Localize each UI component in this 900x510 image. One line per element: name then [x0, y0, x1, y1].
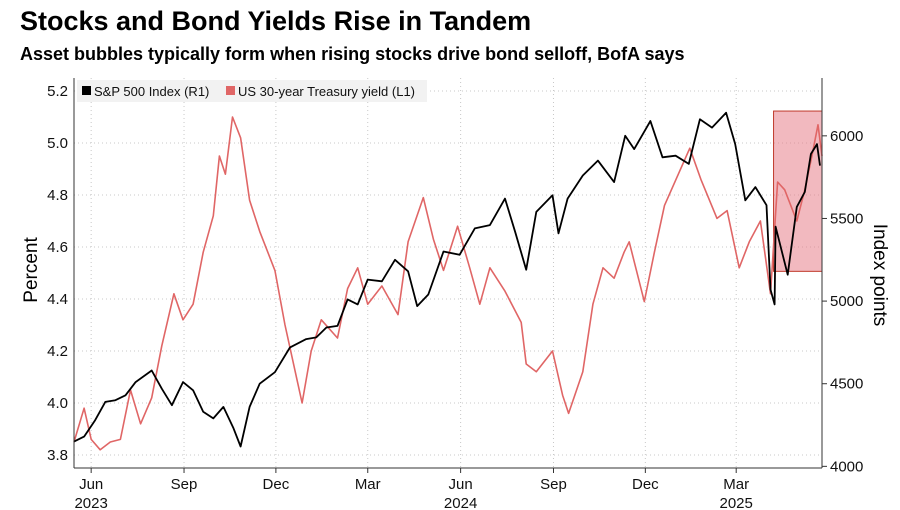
x-tick-label: Jun — [79, 476, 103, 493]
left-tick-label: 4.8 — [47, 187, 68, 204]
highlight-region — [773, 110, 823, 272]
series-lines — [73, 111, 823, 451]
right-tick-label: 5000 — [830, 293, 863, 310]
right-tick-label: 4500 — [830, 376, 863, 393]
x-year-label: 2023 — [74, 495, 107, 510]
highlight-rect — [773, 110, 823, 272]
x-tick-label: Dec — [632, 476, 659, 493]
legend-label-treasury: US 30-year Treasury yield (L1) — [238, 84, 415, 99]
left-tick-label: 4.2 — [47, 343, 68, 360]
legend: S&P 500 Index (R1) US 30-year Treasury y… — [77, 80, 427, 102]
left-axis-title: Percent — [21, 237, 42, 303]
left-tick-label: 5.0 — [47, 135, 68, 152]
x-year-label: 2025 — [720, 495, 753, 510]
legend-background — [77, 80, 427, 102]
chart-title: Stocks and Bond Yields Rise in Tandem — [20, 6, 532, 36]
gridlines — [74, 78, 822, 468]
legend-swatch-treasury — [226, 86, 235, 95]
right-tick-label: 6000 — [830, 128, 863, 145]
left-tick-label: 4.6 — [47, 239, 68, 256]
left-tick-label: 4.0 — [47, 395, 68, 412]
x-tick-label: Sep — [171, 476, 198, 493]
series-line-sp500 — [73, 111, 821, 448]
series-line-treasury — [73, 116, 823, 451]
x-tick-label: Jun — [449, 476, 473, 493]
x-tick-label: Dec — [263, 476, 290, 493]
axes: 3.8 4.0 4.2 4.4 4.6 4.8 5.0 5.2 4000 4500 5000 5500… — [47, 78, 863, 510]
legend-label-sp500: S&P 500 Index (R1) — [94, 84, 209, 99]
left-tick-label: 5.2 — [47, 83, 68, 100]
x-year-label: 2024 — [444, 495, 477, 510]
left-tick-label: 4.4 — [47, 291, 68, 308]
x-tick-label: Sep — [540, 476, 567, 493]
left-tick-label: 3.8 — [47, 447, 68, 464]
chart-subtitle: Asset bubbles typically form when rising… — [20, 44, 685, 64]
legend-swatch-sp500 — [82, 86, 91, 95]
right-tick-label: 4000 — [830, 458, 863, 475]
right-axis-title: Index points — [869, 224, 890, 326]
x-tick-label: Mar — [355, 476, 381, 493]
right-tick-label: 5500 — [830, 210, 863, 227]
x-tick-label: Mar — [723, 476, 749, 493]
